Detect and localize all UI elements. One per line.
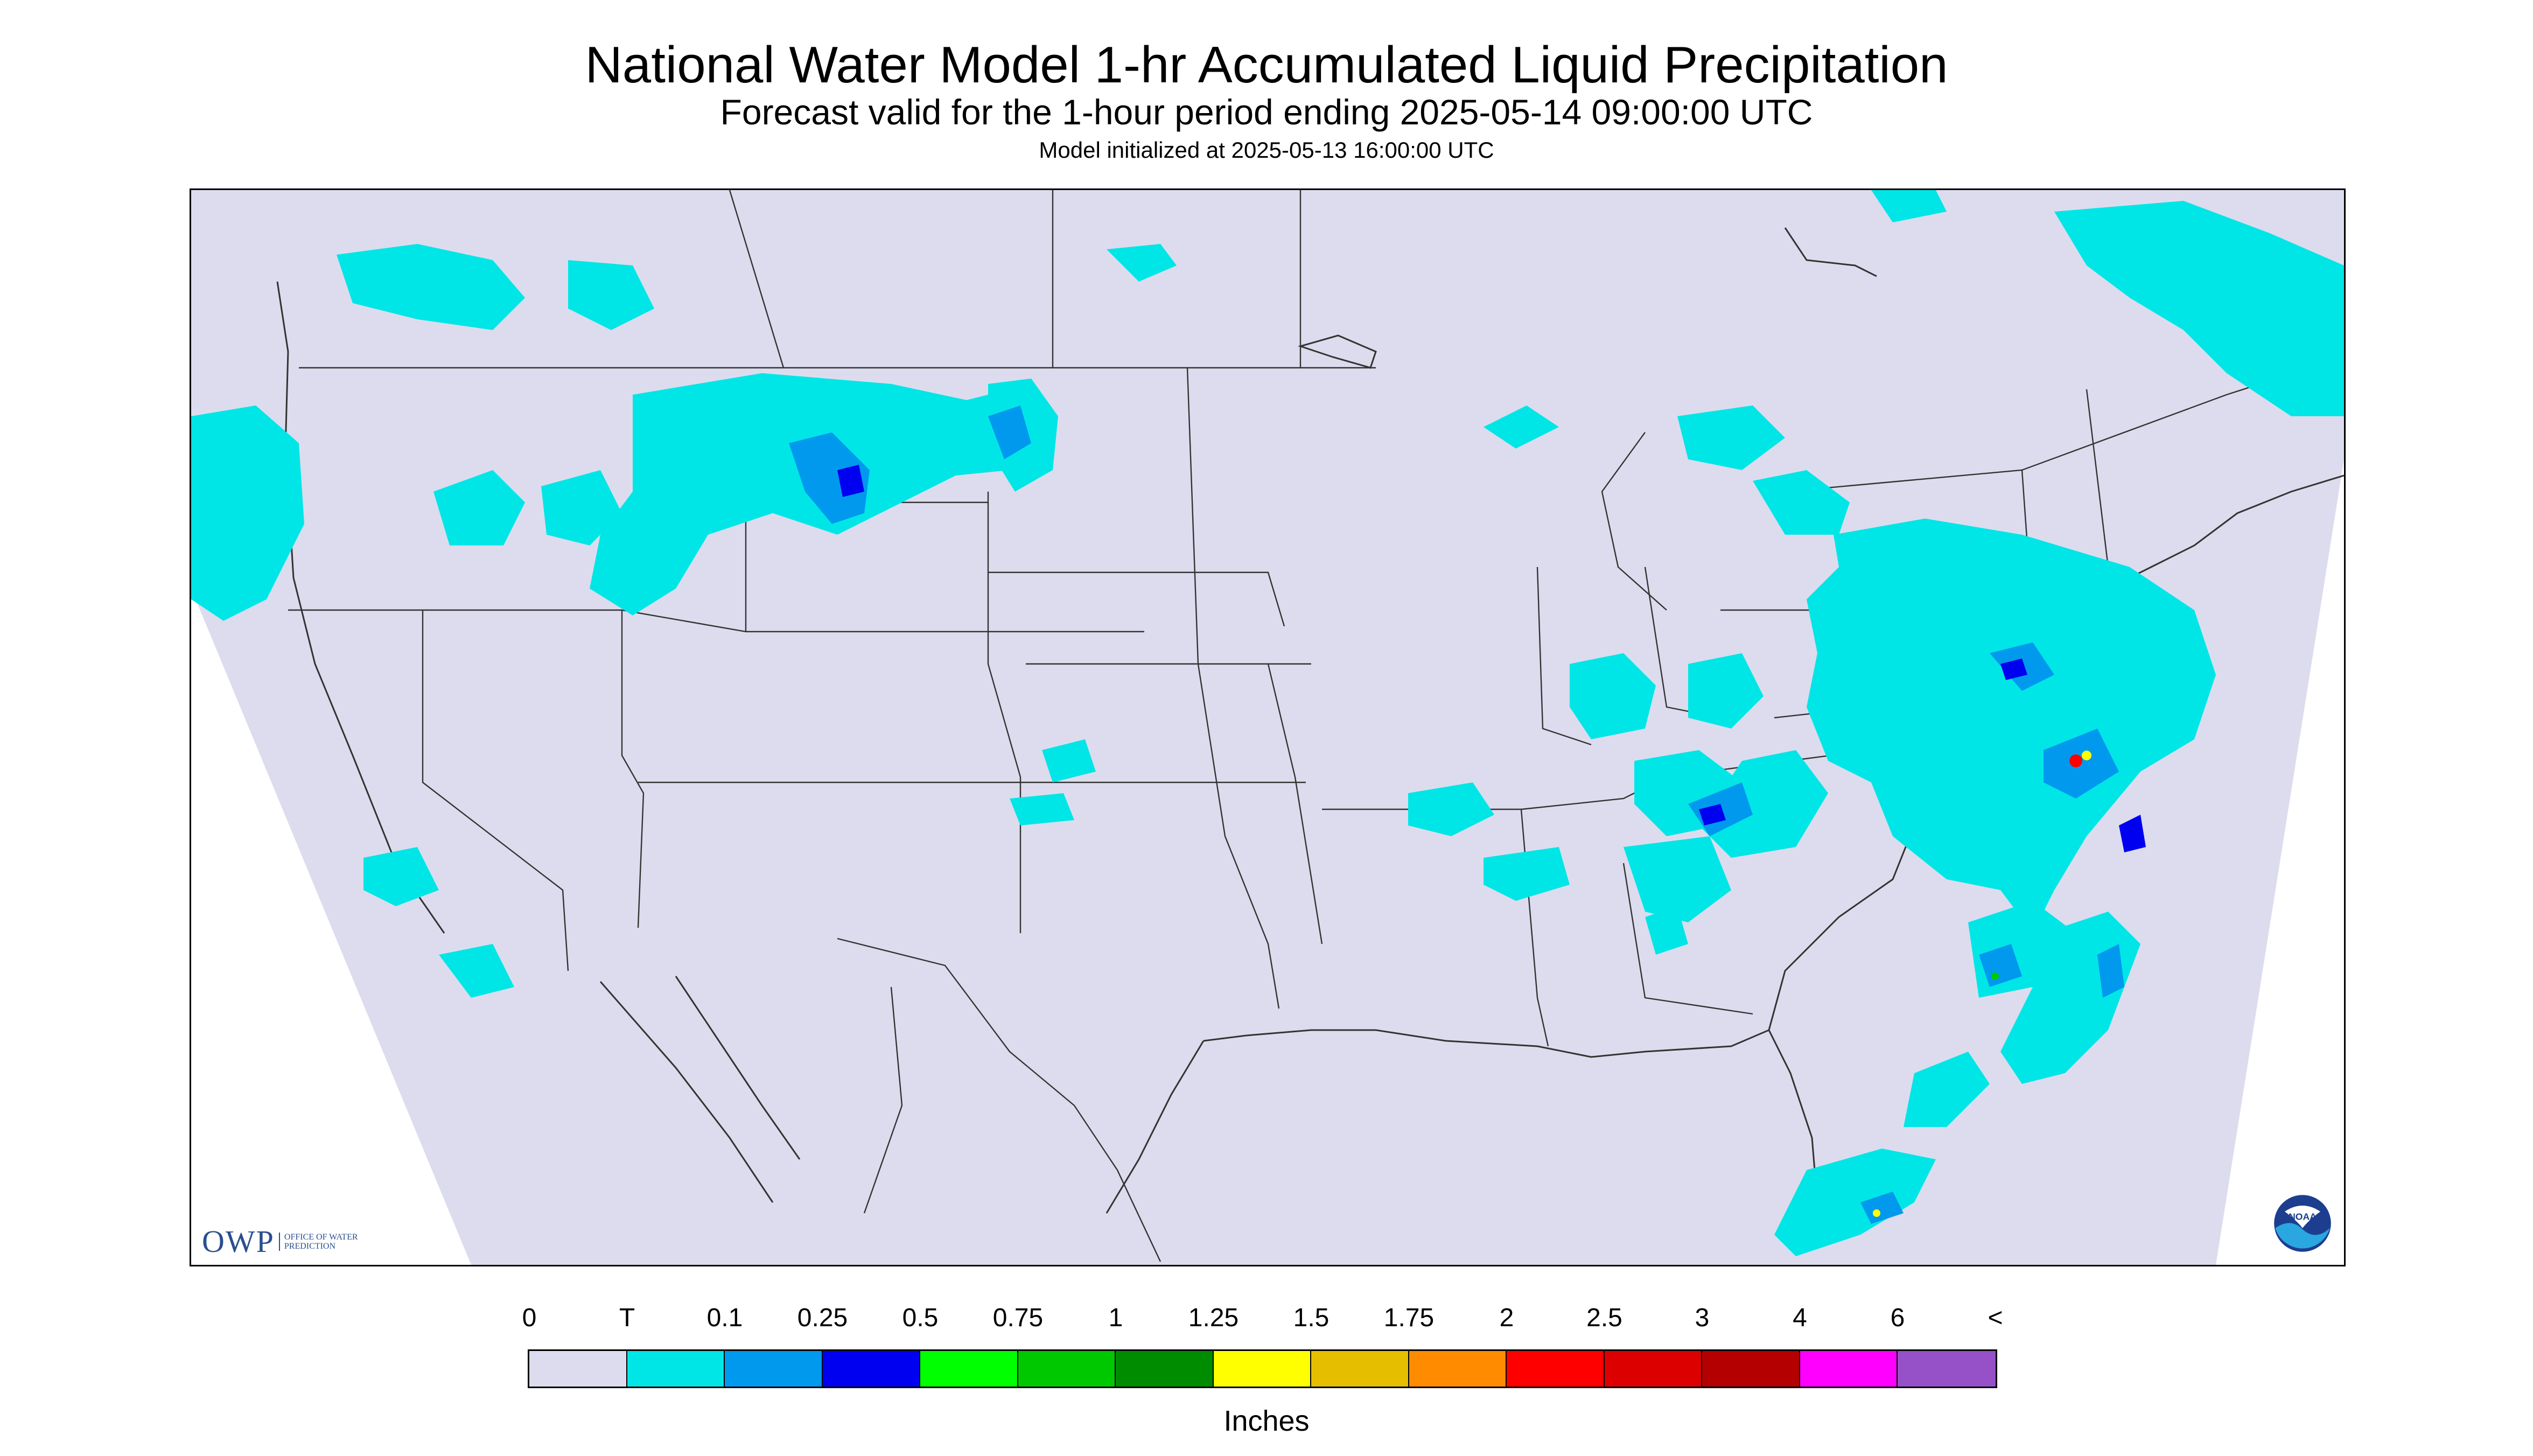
colorbar-swatch (1018, 1351, 1116, 1387)
colorbar-tick-label: 1.5 (1293, 1304, 1330, 1332)
colorbar-swatch (1409, 1351, 1507, 1387)
colorbar-swatch (725, 1351, 823, 1387)
colorbar-tick-label: 2 (1499, 1304, 1514, 1332)
colorbar-tick-label: 0.5 (902, 1304, 939, 1332)
colorbar-swatch (1604, 1351, 1702, 1387)
colorbar-swatch (627, 1351, 725, 1387)
colorbar-swatch (1800, 1351, 1898, 1387)
map-canvas (191, 190, 2344, 1265)
colorbar-swatch (1116, 1351, 1214, 1387)
colorbar-tick-label: 1 (1108, 1304, 1123, 1332)
colorbar-swatch (1213, 1351, 1311, 1387)
noaa-logo-text: NOAA (2289, 1211, 2317, 1222)
colorbar-swatch (529, 1351, 627, 1387)
colorbar-tick-label: 3 (1695, 1304, 1710, 1332)
map-subtitle: Forecast valid for the 1-hour period end… (720, 92, 1813, 132)
colorbar-tick-label: 1.25 (1188, 1304, 1239, 1332)
precip-moderate (837, 465, 2146, 852)
colorbar-tick-label: 0.25 (797, 1304, 848, 1332)
colorbar-tick-label: < (1988, 1304, 2003, 1332)
owp-logo: OWP OFFICE OF WATER PREDICTION (202, 1223, 365, 1259)
colorbar-tick-label: 1.75 (1383, 1304, 1435, 1332)
colorbar-tick-label: 0 (522, 1304, 537, 1332)
colorbar-tick-label: 0.75 (992, 1304, 1044, 1332)
colorbar-units: Inches (1223, 1405, 1310, 1437)
owp-logo-subtext: OFFICE OF WATER PREDICTION (278, 1232, 365, 1251)
colorbar-tick-label: 4 (1793, 1304, 1807, 1332)
colorbar-swatch (920, 1351, 1018, 1387)
colorbar-tick-label: 6 (1890, 1304, 1905, 1332)
owp-logo-text: OWP (202, 1224, 275, 1259)
model-init-line: Model initialized at 2025-05-13 16:00:00… (1039, 137, 1494, 163)
colorbar-swatch (1898, 1351, 1996, 1387)
precip-heavy-spots (1873, 751, 2091, 1217)
colorbar-tick-label: 2.5 (1586, 1304, 1622, 1332)
precipitation-map[interactable]: OWP OFFICE OF WATER PREDICTION NOAA (190, 188, 2346, 1266)
colorbar-tick-label: T (619, 1304, 635, 1332)
colorbar-swatch (822, 1351, 920, 1387)
precip-trace (191, 190, 2344, 1256)
noaa-logo: NOAA (2274, 1195, 2331, 1252)
map-title: National Water Model 1-hr Accumulated Li… (585, 36, 1948, 94)
colorbar (528, 1349, 1997, 1388)
colorbar-swatch (1702, 1351, 1800, 1387)
colorbar-tick-label: 0.1 (706, 1304, 743, 1332)
colorbar-swatch (1507, 1351, 1605, 1387)
colorbar-swatch (1311, 1351, 1409, 1387)
